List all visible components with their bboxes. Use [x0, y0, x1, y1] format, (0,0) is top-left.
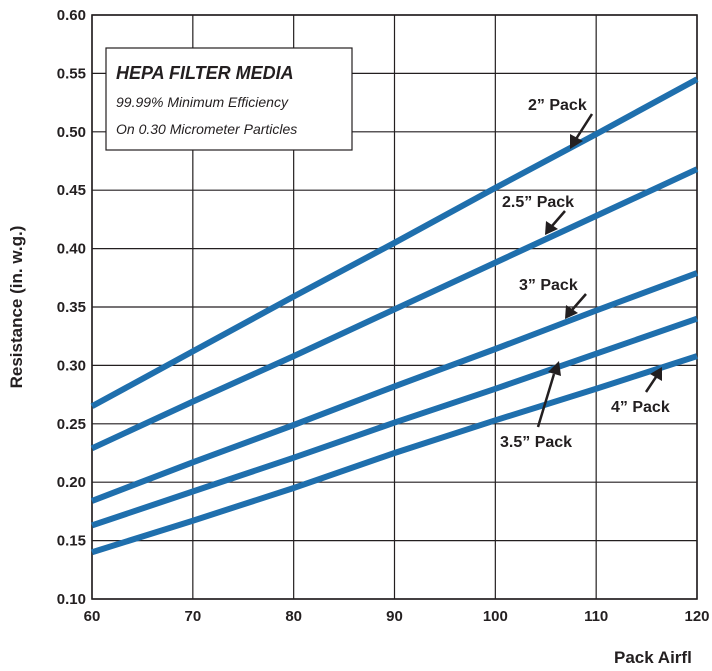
arrowhead-2-pack: [570, 134, 583, 149]
series-lines: [90, 76, 699, 556]
series-label-3-pack: 3” Pack: [519, 277, 578, 294]
arrowhead-3-pack: [565, 305, 578, 319]
x-axis-title: Pack Airfl: [614, 648, 692, 667]
arrow-3-pack: [571, 293, 587, 311]
x-tick-label: 90: [386, 608, 403, 625]
arrow-2-5-pack: [551, 210, 566, 227]
series-line-1: [90, 166, 699, 452]
legend-title: HEPA FILTER MEDIA: [116, 63, 294, 83]
y-tick-label: 0.45: [57, 182, 86, 199]
y-tick-label: 0.15: [57, 533, 86, 550]
label-arrows: [536, 113, 662, 428]
series-label-2-pack: 2” Pack: [528, 97, 587, 114]
arrowhead-3-5-pack: [548, 361, 561, 376]
y-tick-label: 0.10: [57, 591, 86, 608]
series-line-0: [90, 76, 699, 409]
legend-box: HEPA FILTER MEDIA 99.99% Minimum Efficie…: [105, 47, 353, 151]
arrow-3-5-pack: [536, 373, 556, 428]
y-tick-label: 0.55: [57, 65, 86, 82]
x-tick-label: 60: [84, 608, 101, 625]
x-tick-label: 110: [584, 608, 608, 625]
y-tick-label: 0.25: [57, 416, 86, 433]
series-label-2-5-pack: 2.5” Pack: [502, 194, 574, 211]
legend-line-2: On 0.30 Micrometer Particles: [116, 121, 297, 137]
y-tick-label: 0.60: [57, 7, 86, 24]
legend-line-1: 99.99% Minimum Efficiency: [116, 94, 289, 110]
plot-frame: [91, 14, 698, 600]
series-line-2: [90, 270, 699, 504]
y-tick-label: 0.40: [57, 241, 86, 258]
y-tick-label: 0.20: [57, 474, 86, 491]
series-label-3-5-pack: 3.5” Pack: [500, 434, 572, 451]
x-tick-label: 120: [684, 608, 709, 625]
arrow-4-pack: [644, 376, 658, 393]
series-label-4-pack: 4” Pack: [611, 399, 670, 416]
arrowhead-4-pack: [650, 367, 662, 381]
x-tick-label: 100: [483, 608, 508, 625]
arrowhead-2-5-pack: [545, 221, 558, 235]
x-tick-label: 80: [285, 608, 302, 625]
arrow-2-pack: [574, 113, 594, 140]
x-tick-label: 70: [184, 608, 201, 625]
y-tick-label: 0.30: [57, 357, 86, 374]
tick-labels: 60 70 80 90 100 110 120 0.10 0.15 0.20 0.25 0.30 0.3…: [57, 7, 710, 625]
series-line-3: [91, 315, 698, 529]
y-tick-label: 0.35: [57, 299, 86, 316]
series-line-4: [91, 353, 698, 556]
y-tick-label: 0.50: [57, 124, 86, 141]
y-axis-title: Resistance (in. w.g.): [7, 226, 26, 389]
